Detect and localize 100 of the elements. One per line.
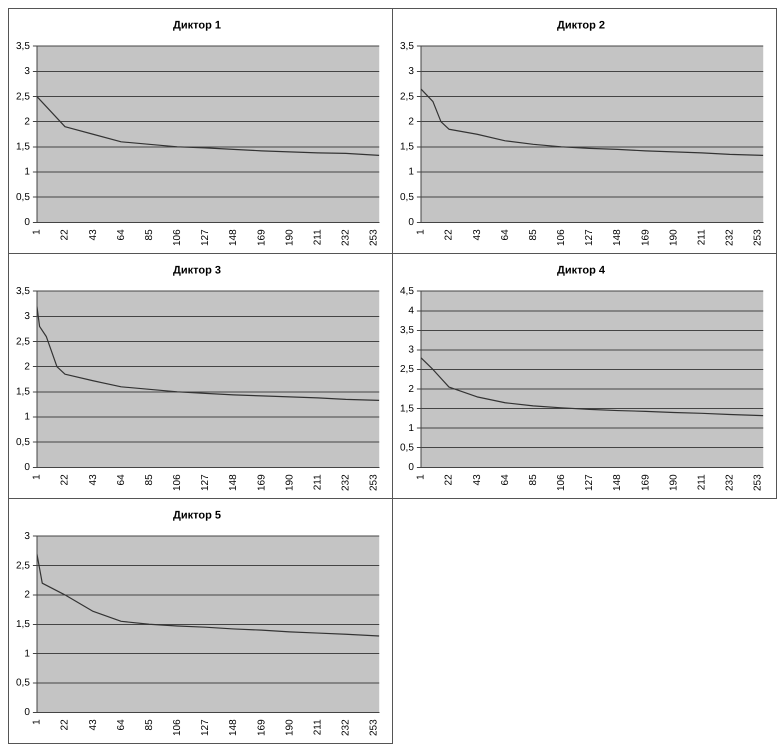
x-tick-label: 253: [368, 474, 380, 492]
x-tick-label: 106: [556, 474, 568, 492]
x-tick-label: 1: [32, 228, 43, 235]
x-tick-label: 232: [340, 228, 352, 246]
x-tick-label: 127: [200, 718, 212, 736]
y-tick-label: 2,5: [400, 91, 414, 102]
y-tick-label: 3,5: [16, 40, 30, 52]
y-tick-label: 1,5: [16, 619, 30, 630]
y-tick-label: 2: [408, 116, 414, 128]
x-tick-label: 106: [172, 718, 184, 736]
chart-title: Диктор 1: [173, 20, 221, 32]
x-tick-label: 148: [612, 474, 624, 492]
y-tick-label: 0,5: [16, 436, 30, 448]
x-tick-label: 22: [444, 228, 455, 240]
x-tick-label: 211: [312, 474, 324, 490]
x-tick-label: 64: [500, 474, 511, 486]
x-tick-label: 232: [724, 228, 736, 246]
y-tick-label: 2,5: [16, 560, 30, 572]
y-tick-label: 3,5: [400, 40, 414, 52]
y-tick-label: 1: [24, 648, 30, 660]
x-tick-label: 211: [696, 228, 708, 246]
y-tick-label: 1: [408, 166, 414, 178]
y-tick-label: 1: [24, 166, 30, 178]
y-tick-label: 4: [408, 306, 414, 317]
y-tick-label: 3,5: [16, 286, 30, 297]
y-tick-label: 2: [24, 116, 30, 128]
y-tick-label: 2: [24, 590, 30, 601]
x-tick-label: 85: [144, 474, 155, 486]
chart-title: Диктор 5: [173, 510, 221, 522]
x-tick-label: 127: [200, 228, 212, 246]
x-tick-label: 1: [32, 718, 43, 725]
x-tick-label: 211: [696, 474, 708, 490]
x-tick-label: 64: [116, 474, 127, 486]
x-tick-label: 43: [88, 718, 99, 730]
x-tick-label: 253: [752, 228, 764, 246]
x-tick-label: 232: [340, 718, 352, 736]
x-tick-label: 127: [584, 474, 596, 492]
x-tick-label: 148: [228, 228, 240, 246]
chart-title: Диктор 4: [557, 264, 606, 277]
x-tick-label: 169: [256, 474, 268, 492]
x-tick-label: 211: [312, 718, 324, 736]
y-tick-label: 0: [24, 462, 30, 474]
x-tick-label: 190: [668, 228, 680, 246]
x-tick-label: 1: [32, 474, 43, 480]
x-tick-label: 1: [416, 474, 427, 480]
chart-title: Диктор 3: [173, 264, 221, 277]
x-tick-label: 169: [256, 228, 268, 246]
y-tick-label: 2: [24, 361, 30, 372]
x-tick-label: 211: [312, 228, 324, 246]
y-tick-label: 3: [24, 530, 30, 542]
x-tick-label: 1: [416, 228, 427, 235]
x-tick-label: 253: [368, 228, 380, 246]
y-tick-label: 0: [24, 217, 30, 228]
y-tick-label: 0: [408, 217, 414, 228]
x-tick-label: 190: [284, 718, 296, 736]
y-tick-label: 3: [24, 311, 30, 322]
y-tick-label: 1,5: [400, 142, 414, 153]
y-tick-label: 0,5: [16, 678, 30, 689]
y-tick-label: 0: [408, 462, 414, 474]
y-tick-label: 3: [24, 66, 30, 78]
x-tick-label: 148: [228, 718, 240, 736]
x-tick-label: 190: [284, 474, 296, 492]
x-tick-label: 43: [88, 228, 99, 240]
x-tick-label: 64: [500, 228, 511, 240]
x-tick-label: 169: [640, 228, 652, 246]
y-tick-label: 2,5: [400, 364, 414, 376]
x-tick-label: 127: [200, 474, 212, 492]
x-tick-label: 85: [528, 228, 539, 240]
y-tick-label: 2,5: [16, 91, 30, 102]
y-tick-label: 3: [408, 66, 414, 78]
x-tick-label: 64: [116, 228, 127, 240]
x-tick-label: 43: [472, 474, 483, 486]
y-tick-label: 2: [408, 384, 414, 395]
x-tick-label: 190: [284, 228, 296, 246]
x-tick-label: 64: [116, 718, 127, 730]
x-tick-label: 85: [144, 718, 155, 730]
y-tick-label: 4,5: [400, 286, 414, 297]
x-tick-label: 22: [444, 474, 455, 486]
x-tick-label: 106: [172, 228, 184, 246]
x-tick-label: 22: [60, 228, 71, 240]
x-tick-label: 22: [60, 474, 71, 486]
y-tick-label: 0,5: [400, 192, 414, 203]
x-tick-label: 85: [144, 228, 155, 240]
x-tick-label: 148: [228, 474, 240, 492]
y-tick-label: 1: [408, 422, 414, 434]
y-tick-label: 2,5: [16, 336, 30, 348]
x-tick-label: 169: [256, 718, 268, 736]
x-tick-label: 43: [88, 474, 99, 486]
y-tick-label: 3: [408, 344, 414, 356]
x-tick-label: 106: [556, 228, 568, 246]
x-tick-label: 253: [752, 474, 764, 492]
x-tick-label: 148: [612, 228, 624, 246]
y-tick-label: 1,5: [16, 386, 30, 398]
y-tick-label: 0: [24, 707, 30, 718]
chart-title: Диктор 2: [557, 20, 605, 32]
y-tick-label: 1,5: [16, 142, 30, 153]
x-tick-label: 253: [368, 718, 380, 736]
y-tick-label: 1,5: [400, 403, 414, 414]
y-tick-label: 0,5: [400, 442, 414, 454]
x-tick-label: 190: [668, 474, 680, 492]
